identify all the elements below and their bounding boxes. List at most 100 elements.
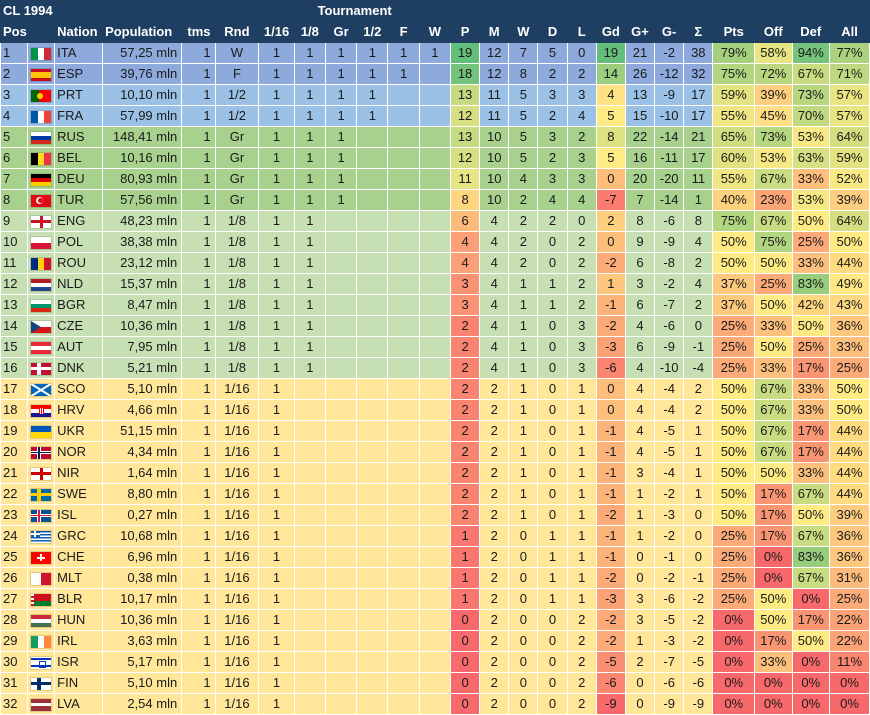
cell-d: 1 [537, 525, 568, 547]
cell-sum: 17 [683, 105, 714, 127]
cell-l: 2 [566, 294, 597, 316]
cell-sf [356, 525, 389, 547]
cell-gm: -6 [654, 672, 685, 694]
cell-gr: 1 [324, 63, 358, 85]
cell-pos: 11 [0, 252, 29, 274]
cell-nation: DNK [54, 357, 104, 379]
cell-sf [356, 336, 389, 358]
cell-m: 2 [479, 483, 510, 505]
cell-p: 12 [449, 105, 481, 127]
column-header: W [508, 21, 539, 43]
cell-gp: 3 [624, 609, 656, 631]
cell-m: 2 [479, 504, 510, 526]
cell-gp: 16 [624, 147, 656, 169]
cell-tms: 1 [181, 315, 216, 337]
cell-rnd: 1/16 [214, 693, 260, 715]
cell-m: 10 [479, 147, 510, 169]
cell-f [387, 273, 420, 295]
cell-pts: 25% [712, 546, 756, 568]
cell-win: 0 [508, 567, 539, 589]
column-header: Pos [0, 21, 29, 43]
cell-gm: -9 [654, 84, 685, 106]
cell-sum: -1 [683, 567, 714, 589]
table-row: 12 NLD 15,37 mln 1 1/8 1 1 3 4 1 1 2 1 3 -2 4 37% 25% 83% 4… [0, 273, 870, 295]
cell-sf: 1 [356, 84, 389, 106]
cell-tms: 1 [181, 189, 216, 211]
cell-gr: 1 [324, 105, 358, 127]
cell-pts: 50% [712, 399, 756, 421]
cell-rnd: 1/2 [214, 105, 260, 127]
cell-pts: 0% [712, 609, 756, 631]
column-header: Def [791, 21, 831, 43]
cell-tms: 1 [181, 399, 216, 421]
cell-tms: 1 [181, 441, 216, 463]
flag-cell [27, 273, 56, 295]
cell-f [387, 231, 420, 253]
cell-gd: 1 [595, 273, 626, 295]
cell-d: 1 [537, 294, 568, 316]
cell-gm: -3 [654, 504, 685, 526]
cell-rnd: W [214, 42, 260, 64]
cell-tms: 1 [181, 588, 216, 610]
cell-gr [324, 273, 358, 295]
table-row: 15 AUT 7,95 mln 1 1/8 1 1 2 4 1 0 3 -3 6 -9 -1 25% 50% 25%… [0, 336, 870, 358]
cell-tms: 1 [181, 105, 216, 127]
austria-flag-icon [30, 340, 53, 355]
cell-d: 0 [537, 441, 568, 463]
cell-gp: 1 [624, 630, 656, 652]
cell-win: 0 [508, 693, 539, 715]
cell-gd: -1 [595, 483, 626, 505]
cell-r16: 1 [258, 105, 295, 127]
cell-w [418, 525, 451, 547]
cell-r16: 1 [258, 168, 295, 190]
cell-sf [356, 378, 389, 400]
cell-r8 [293, 651, 326, 673]
cell-w [418, 210, 451, 232]
column-header: D [537, 21, 568, 43]
cell-population: 51,15 mln [102, 420, 183, 442]
cell-all: 36% [829, 315, 870, 337]
cell-sf [356, 588, 389, 610]
title-row: CL 1994 Tournament [0, 0, 870, 22]
cell-win: 2 [508, 252, 539, 274]
cell-p: 2 [449, 315, 481, 337]
cell-all: 39% [829, 189, 870, 211]
cell-l: 1 [566, 546, 597, 568]
belarus-flag-icon [30, 592, 53, 607]
cell-pos: 6 [0, 147, 29, 169]
cell-sf [356, 147, 389, 169]
table-row: 24 GRC 10,68 mln 1 1/16 1 1 2 0 1 1 -1 1 -2 0 25% 17% 67%… [0, 525, 870, 547]
cell-gm: -14 [654, 126, 685, 148]
cell-l: 3 [566, 315, 597, 337]
cell-gp: 7 [624, 189, 656, 211]
cell-gd: -1 [595, 420, 626, 442]
cell-off: 73% [754, 126, 793, 148]
cell-all: 64% [829, 210, 870, 232]
cell-p: 1 [449, 546, 481, 568]
cell-gr [324, 441, 358, 463]
table-row: 23 ISL 0,27 mln 1 1/16 1 2 2 1 0 1 -2 1 -3 0 50% 17% 50% 3… [0, 504, 870, 526]
cell-rnd: 1/8 [214, 294, 260, 316]
cell-d: 0 [537, 420, 568, 442]
column-header: M [479, 21, 510, 43]
cell-r16: 1 [258, 42, 295, 64]
table-row: 25 CHE 6,96 mln 1 1/16 1 1 2 0 1 1 -1 0 -1 0 25% 0% 83% 36… [0, 546, 870, 568]
cell-r8: 1 [293, 105, 326, 127]
cell-l: 2 [566, 126, 597, 148]
cell-tms: 1 [181, 168, 216, 190]
cell-r16: 1 [258, 336, 295, 358]
cell-l: 3 [566, 357, 597, 379]
cell-win: 0 [508, 546, 539, 568]
cell-p: 6 [449, 210, 481, 232]
cell-win: 1 [508, 315, 539, 337]
cell-sf [356, 609, 389, 631]
table-row: 5 RUS 148,41 mln 1 Gr 1 1 1 13 10 5 3 2 8 22 -14 21 65% 73… [0, 126, 870, 148]
cell-w [418, 462, 451, 484]
table-row: 7 DEU 80,93 mln 1 Gr 1 1 1 11 10 4 3 3 0 20 -20 11 55% 67%… [0, 168, 870, 190]
cell-gd: 14 [595, 63, 626, 85]
cell-def: 70% [791, 105, 831, 127]
cell-sf [356, 168, 389, 190]
cell-pts: 50% [712, 252, 756, 274]
russia-flag-icon [30, 130, 53, 145]
cell-gr: 1 [324, 84, 358, 106]
